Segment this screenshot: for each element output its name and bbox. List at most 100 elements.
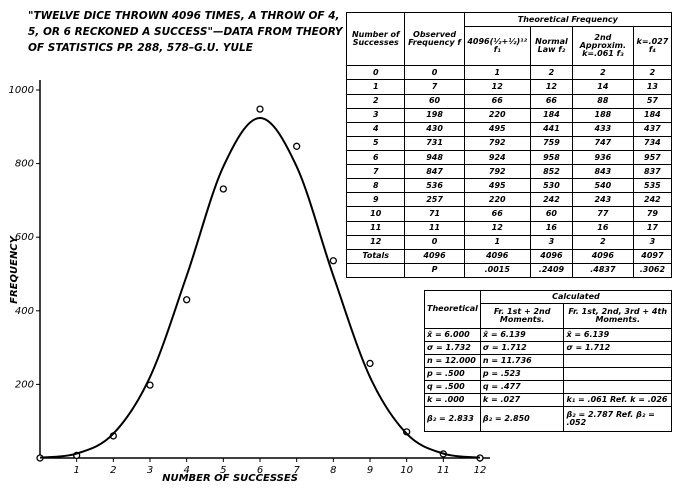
data-row: 2 60 66 66 88 57: [345, 93, 673, 109]
cell: 17: [632, 220, 673, 236]
y-axis-label: Frequency: [9, 234, 20, 304]
cell: 10: [345, 206, 406, 222]
cell: 747: [571, 135, 634, 151]
cell: 2: [345, 93, 406, 109]
data-row: n = 12.000 n = 11.736: [424, 353, 672, 369]
header-row: Theoretical Calculated: [424, 289, 673, 329]
cell: p = .500: [424, 367, 481, 382]
cell: p = .523: [479, 367, 565, 382]
cell: 66: [463, 93, 531, 109]
cell: x̄ = 6.000: [424, 327, 481, 342]
cell: 220: [463, 192, 531, 208]
cell: .4837: [571, 262, 634, 279]
cell: 11: [345, 220, 406, 236]
cell: 184: [632, 107, 673, 123]
cell: 437: [632, 121, 673, 137]
cell: 242: [529, 192, 573, 208]
data-row: x̄ = 6.000 x̄ = 6.139 x̄ = 6.139: [424, 327, 672, 342]
cell: 242: [632, 192, 673, 208]
cell: 184: [529, 107, 573, 123]
cell: 837: [632, 164, 673, 180]
data-row: 12 0 1 3 2 3: [345, 234, 673, 250]
cell: 13: [632, 79, 673, 95]
cell: σ = 1.712: [479, 340, 565, 355]
fitted-curve: [39, 116, 481, 459]
data-row: q = .500 q = .477: [424, 380, 672, 395]
data-row: 3 198 220 184 188 184: [345, 107, 673, 123]
cell: n = 11.736: [479, 353, 565, 369]
x-tick-label: 8: [330, 465, 336, 476]
cell: 3: [345, 107, 406, 123]
x-tick-label: 12: [474, 465, 487, 476]
cell: 14: [571, 79, 634, 95]
data-row: 10 71 66 60 77 79: [345, 206, 673, 222]
cell: 188: [571, 107, 634, 123]
cell: 1: [345, 79, 406, 95]
cell: 792: [463, 164, 531, 180]
data-row: 7 847 792 852 843 837: [345, 164, 673, 180]
cell: 734: [632, 135, 673, 151]
cell: k = .000: [424, 393, 481, 408]
x-tick-label: 4: [183, 465, 189, 476]
cell: 495: [463, 121, 531, 137]
cell: n = 12.000: [424, 353, 481, 369]
observed-point: [256, 105, 264, 113]
x-tick-label: 11: [437, 465, 450, 476]
observed-point: [293, 142, 301, 150]
cell: .2409: [529, 262, 573, 279]
cell: 7: [404, 79, 465, 95]
cell: 60: [529, 206, 573, 222]
header-cell: Theoretical Frequency: [463, 11, 673, 28]
cell: Totals: [345, 248, 406, 264]
cell: 1: [463, 65, 531, 81]
x-tick-label: 5: [220, 465, 226, 476]
cell: 3: [529, 234, 573, 250]
x-tick-label: 1: [73, 465, 79, 476]
cell: 852: [529, 164, 573, 180]
cell: P: [404, 262, 465, 279]
cell: 66: [463, 206, 531, 222]
cell: 535: [632, 178, 673, 194]
cell: 948: [404, 149, 465, 166]
cell: 16: [571, 220, 634, 236]
header-cell: 4096(½+½)¹² f₁: [463, 26, 531, 67]
data-row: 8 536 495 530 540 535: [345, 178, 673, 194]
cell: 257: [404, 192, 465, 208]
data-row: 4 430 495 441 433 437: [345, 121, 673, 137]
cell: .0015: [463, 262, 531, 279]
cell: 0: [404, 234, 465, 250]
cell: 936: [571, 149, 634, 166]
cell: 530: [529, 178, 573, 194]
cell: 71: [404, 206, 465, 222]
cell: k = .027: [479, 393, 565, 408]
cell: 4096: [571, 248, 634, 264]
data-row: p = .500 p = .523: [424, 367, 672, 382]
cell: 957: [632, 149, 673, 166]
cell: β₂ = 2.833: [424, 406, 481, 432]
data-row: 5 731 792 759 747 734: [345, 135, 673, 151]
cell: σ = 1.732: [424, 340, 481, 355]
cell: 430: [404, 121, 465, 137]
cell: 88: [571, 93, 634, 109]
cell: q = .477: [479, 380, 565, 395]
cell: 536: [404, 178, 465, 194]
x-tick-label: 2: [110, 465, 116, 476]
cell: .3062: [632, 262, 673, 279]
cell: 57: [632, 93, 673, 109]
cell: 12: [463, 79, 531, 95]
observed-point: [183, 296, 191, 304]
x-tick-label: 9: [367, 465, 373, 476]
cell: x̄ = 6.139: [479, 327, 565, 342]
y-tick-label: 400: [15, 306, 34, 317]
header-cell: Fr. 1st, 2nd, 3rd + 4th Moments.: [563, 303, 672, 329]
header-row: Fr. 1st + 2nd Moments. Fr. 1st, 2nd, 3rd …: [425, 303, 672, 329]
cell: 433: [571, 121, 634, 137]
cell: σ = 1.712: [563, 340, 672, 355]
cell: 9: [345, 192, 406, 208]
header-cell: Normal Law f₂: [529, 26, 573, 67]
x-tick-label: 7: [293, 465, 300, 476]
y-tick-label: 600: [15, 232, 34, 243]
